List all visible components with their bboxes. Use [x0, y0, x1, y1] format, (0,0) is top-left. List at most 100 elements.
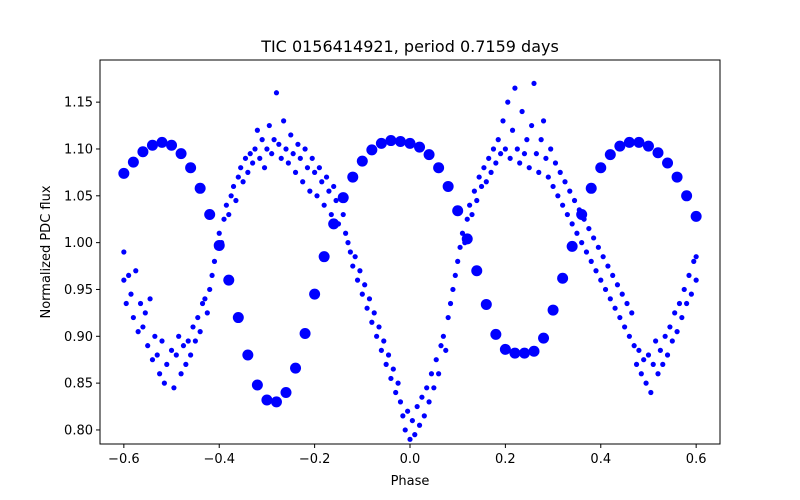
data-point — [290, 362, 302, 374]
data-point — [278, 155, 284, 161]
data-point — [350, 263, 356, 269]
data-point — [280, 386, 292, 398]
data-point — [471, 188, 477, 194]
data-point — [588, 258, 594, 264]
x-tick-label: −0.2 — [299, 452, 331, 467]
y-tick-label: 0.85 — [64, 377, 93, 392]
data-point — [164, 361, 170, 367]
data-point — [123, 300, 129, 307]
data-point — [598, 277, 604, 283]
data-point — [547, 304, 559, 316]
data-point — [314, 193, 320, 199]
y-tick-label: 0.90 — [64, 330, 93, 345]
data-point — [604, 149, 616, 161]
data-point — [266, 122, 272, 129]
data-point — [121, 249, 127, 255]
data-point — [567, 188, 573, 194]
data-point — [295, 141, 301, 147]
data-point — [433, 162, 445, 174]
x-tick-label: 0.4 — [590, 452, 611, 467]
data-point — [538, 137, 544, 143]
data-point — [576, 207, 582, 213]
data-point — [676, 300, 683, 307]
data-point — [602, 286, 609, 293]
data-point — [378, 347, 384, 353]
data-point — [157, 371, 163, 377]
data-point — [664, 352, 671, 358]
data-point — [281, 118, 287, 124]
data-point — [688, 291, 694, 297]
data-point — [347, 171, 359, 183]
chart-title: TIC 0156414921, period 0.7159 days — [260, 37, 559, 56]
data-point — [323, 174, 330, 180]
data-points — [118, 80, 702, 442]
data-point — [216, 230, 222, 236]
data-point — [528, 345, 540, 357]
data-point — [137, 146, 149, 158]
data-point — [684, 300, 690, 307]
x-axis-label: Phase — [391, 474, 430, 489]
data-point — [140, 324, 146, 330]
data-point — [254, 127, 260, 133]
data-point — [126, 272, 132, 279]
data-point — [674, 329, 680, 335]
data-point — [605, 263, 611, 269]
data-point — [412, 432, 418, 438]
data-point — [529, 122, 535, 129]
data-point — [128, 291, 134, 297]
data-point — [149, 357, 156, 363]
data-point — [636, 347, 642, 353]
data-point — [500, 118, 506, 124]
data-point — [579, 240, 585, 246]
data-point — [242, 349, 254, 361]
data-point — [414, 403, 420, 410]
data-point — [493, 160, 499, 166]
data-point — [130, 314, 136, 321]
data-point — [450, 286, 456, 293]
data-point — [519, 108, 525, 115]
data-point — [166, 139, 178, 151]
data-point — [397, 399, 404, 405]
data-point — [433, 357, 439, 363]
y-tick-label: 1.00 — [64, 236, 93, 251]
data-point — [693, 254, 699, 260]
data-point — [273, 90, 280, 96]
data-point — [552, 160, 559, 166]
data-point — [642, 140, 654, 152]
data-point — [133, 268, 139, 274]
y-tick-label: 1.05 — [64, 189, 93, 204]
data-point — [514, 146, 520, 152]
data-point — [245, 169, 251, 175]
data-point — [230, 183, 237, 190]
data-point — [457, 244, 463, 250]
data-point — [385, 135, 397, 147]
data-point — [127, 156, 139, 168]
data-point — [318, 251, 330, 263]
data-point — [233, 197, 239, 204]
data-point — [416, 422, 423, 428]
data-point — [385, 352, 392, 358]
data-point — [672, 310, 678, 316]
data-point — [402, 427, 408, 433]
data-point — [690, 210, 702, 222]
data-point — [543, 155, 549, 161]
data-point — [407, 436, 413, 442]
data-point — [147, 296, 153, 302]
data-point — [173, 352, 179, 358]
data-point — [302, 146, 308, 152]
data-point — [488, 169, 494, 175]
data-point — [338, 193, 344, 199]
data-point — [190, 324, 196, 330]
data-point — [586, 225, 592, 232]
data-point — [545, 174, 551, 180]
data-point — [154, 352, 160, 358]
data-point — [152, 333, 158, 339]
data-point — [312, 169, 318, 175]
data-point — [455, 258, 461, 264]
data-point — [319, 179, 325, 185]
data-point — [583, 249, 590, 255]
data-point — [369, 319, 375, 325]
data-point — [178, 371, 184, 377]
data-point — [309, 288, 321, 300]
data-point — [555, 193, 561, 199]
